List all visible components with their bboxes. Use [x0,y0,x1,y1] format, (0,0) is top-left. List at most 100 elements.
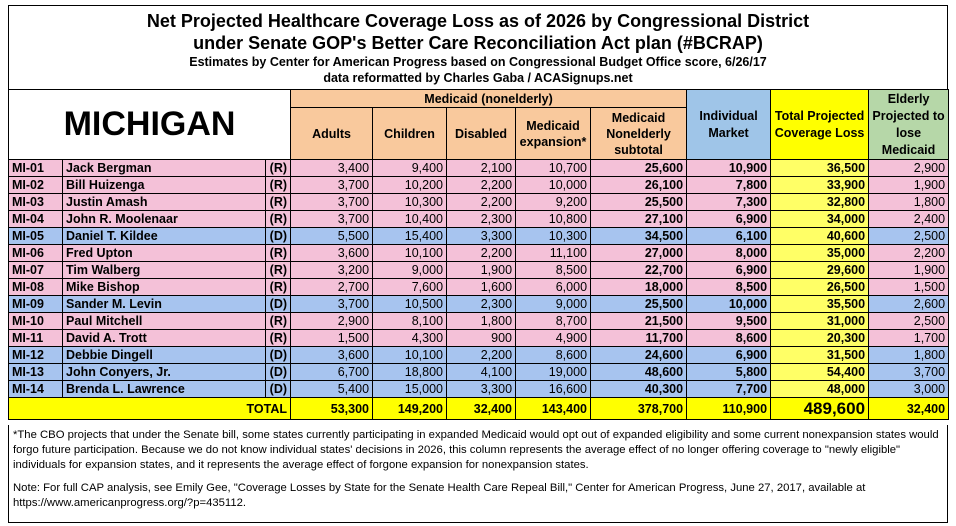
cell-value: 34,500 [590,227,688,245]
cell-value: 1,900 [868,261,950,279]
cell-value: 3,200 [290,261,374,279]
header-row: MICHIGAN Medicaid (nonelderly) Individual … [7,89,950,160]
cell-value: 10,800 [515,210,592,228]
cell-value: 8,500 [515,261,592,279]
district: MI-13 [8,363,63,381]
representative: David A. Trott [62,329,266,347]
cell-value: 27,000 [590,244,688,262]
cell-value: 1,900 [446,261,517,279]
cell-value: 1,800 [868,346,950,364]
column-header: Adults [290,107,374,160]
cell-value: 10,300 [372,193,448,211]
district-row: MI-06 Fred Upton (R) 3,600 10,100 2,200 11,100… [8,244,950,262]
cell-value: 4,300 [372,329,448,347]
district: MI-02 [8,176,63,194]
column-header: Individual Market [686,89,772,160]
cell-value: 6,900 [686,210,772,228]
cell-value: 6,700 [290,363,374,381]
state-name: MICHIGAN [7,89,292,160]
total-value: 489,600 [770,397,870,420]
cell-value: 5,500 [290,227,374,245]
cell-value: 1,500 [290,329,374,347]
cell-value: 2,200 [446,244,517,262]
group-header: Medicaid (nonelderly) [290,89,688,108]
district-row: MI-10 Paul Mitchell (R) 2,900 8,100 1,800 8,70… [8,312,950,330]
cell-value: 8,000 [686,244,772,262]
cell-value: 20,300 [770,329,870,347]
cell-value: 2,400 [868,210,950,228]
cell-value: 2,500 [868,312,950,330]
cell-value: 2,300 [446,210,517,228]
cell-value: 35,500 [770,295,870,313]
cell-value: 1,600 [446,278,517,296]
cell-value: 40,600 [770,227,870,245]
cell-value: 10,100 [372,346,448,364]
cell-value: 7,300 [686,193,772,211]
cell-value: 10,300 [515,227,592,245]
party: (R) [264,159,292,177]
cell-value: 11,700 [590,329,688,347]
total-value: 32,400 [446,397,517,420]
representative: Tim Walberg [62,261,266,279]
cell-value: 40,300 [590,380,688,398]
district-row: MI-07 Tim Walberg (R) 3,200 9,000 1,900 8,500 2… [8,261,950,279]
total-label: TOTAL [7,397,292,420]
cell-value: 2,600 [868,295,950,313]
party: (R) [264,312,292,330]
cell-value: 27,100 [590,210,688,228]
cell-value: 25,500 [590,295,688,313]
cell-value: 35,000 [770,244,870,262]
cell-value: 3,400 [290,159,374,177]
cell-value: 2,100 [446,159,517,177]
district: MI-05 [8,227,63,245]
party: (D) [264,380,292,398]
cell-value: 6,900 [686,346,772,364]
total-value: 143,400 [515,397,592,420]
cell-value: 25,600 [590,159,688,177]
cell-value: 29,600 [770,261,870,279]
representative: Justin Amash [62,193,266,211]
cell-value: 8,600 [686,329,772,347]
cell-value: 3,700 [290,295,374,313]
total-value: 32,400 [868,397,950,420]
cell-value: 2,200 [446,176,517,194]
district-row: MI-13 John Conyers, Jr. (D) 6,700 18,800 4,10… [8,363,950,381]
district-row: MI-05 Daniel T. Kildee (D) 5,500 15,400 3,300… [8,227,950,245]
district-row: MI-12 Debbie Dingell (D) 3,600 10,100 2,200 8,… [8,346,950,364]
column-header: Medicaid expansion* [515,107,592,160]
cell-value: 9,000 [372,261,448,279]
cell-value: 10,400 [372,210,448,228]
cell-value: 10,000 [686,295,772,313]
district-row: MI-03 Justin Amash (R) 3,700 10,300 2,200 9,20… [8,193,950,211]
title-box: Net Projected Healthcare Coverage Loss a… [8,5,948,89]
cell-value: 4,900 [515,329,592,347]
cell-value: 36,500 [770,159,870,177]
cell-value: 26,500 [770,278,870,296]
party: (R) [264,244,292,262]
cell-value: 25,500 [590,193,688,211]
district-row: MI-01 Jack Bergman (R) 3,400 9,400 2,100 10,70… [8,159,950,177]
cell-value: 1,900 [868,176,950,194]
cell-value: 900 [446,329,517,347]
district-row: MI-11 David A. Trott (R) 1,500 4,300 900 4,900… [8,329,950,347]
cell-value: 9,200 [515,193,592,211]
cell-value: 2,900 [868,159,950,177]
cell-value: 31,000 [770,312,870,330]
party: (R) [264,278,292,296]
cell-value: 2,700 [290,278,374,296]
cell-value: 3,700 [290,193,374,211]
representative: Jack Bergman [62,159,266,177]
district: MI-09 [8,295,63,313]
cell-value: 5,400 [290,380,374,398]
district: MI-01 [8,159,63,177]
cell-value: 19,000 [515,363,592,381]
representative: John R. Moolenaar [62,210,266,228]
district: MI-07 [8,261,63,279]
representative: Daniel T. Kildee [62,227,266,245]
district: MI-11 [8,329,63,347]
party: (R) [264,210,292,228]
party: (R) [264,193,292,211]
cell-value: 1,800 [446,312,517,330]
representative: John Conyers, Jr. [62,363,266,381]
column-header: Children [372,107,448,160]
